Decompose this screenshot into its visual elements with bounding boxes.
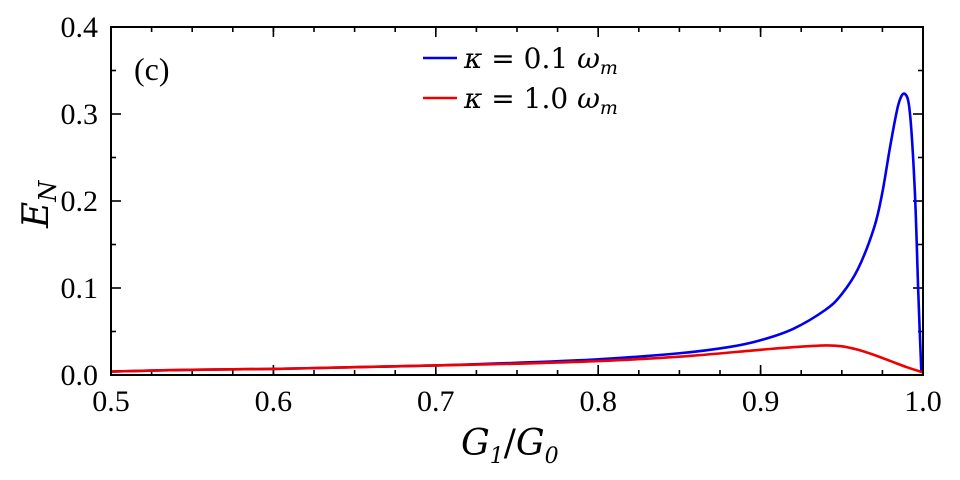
legend: κ = 0.1 ωm κ = 1.0 ωm [423, 42, 618, 119]
y-tick-label: 0.2 [61, 185, 99, 218]
x-tick-label: 0.6 [255, 385, 293, 418]
y-tick-label: 0.0 [61, 359, 99, 392]
x-tick-label: 0.9 [742, 385, 780, 418]
plot-frame [110, 26, 924, 376]
x-tick-label: 0.8 [579, 385, 617, 418]
y-tick-label: 0.4 [61, 11, 99, 44]
x-tick-label: 1.0 [904, 385, 942, 418]
y-tick-labels: 0.0 0.1 0.2 0.3 0.4 [61, 11, 99, 392]
x-axis-label: G1/G0 [461, 423, 559, 469]
x-tick-label: 0.5 [92, 385, 130, 418]
legend-entry-kappa-1.0: κ = 1.0 ωm [463, 82, 618, 119]
panel-label: (c) [134, 51, 170, 87]
y-tick-label: 0.1 [61, 272, 99, 305]
y-tick-label: 0.3 [61, 98, 99, 131]
x-tick-labels: 0.5 0.6 0.7 0.8 0.9 1.0 [92, 385, 942, 418]
major-ticks [110, 27, 924, 376]
series-line-kappa-0.1 [110, 92, 923, 373]
x-tick-label: 0.7 [417, 385, 455, 418]
legend-entry-kappa-0.1: κ = 0.1 ωm [463, 42, 618, 79]
series-line-kappa-1.0 [110, 344, 924, 374]
y-axis-label: EN [16, 180, 62, 229]
